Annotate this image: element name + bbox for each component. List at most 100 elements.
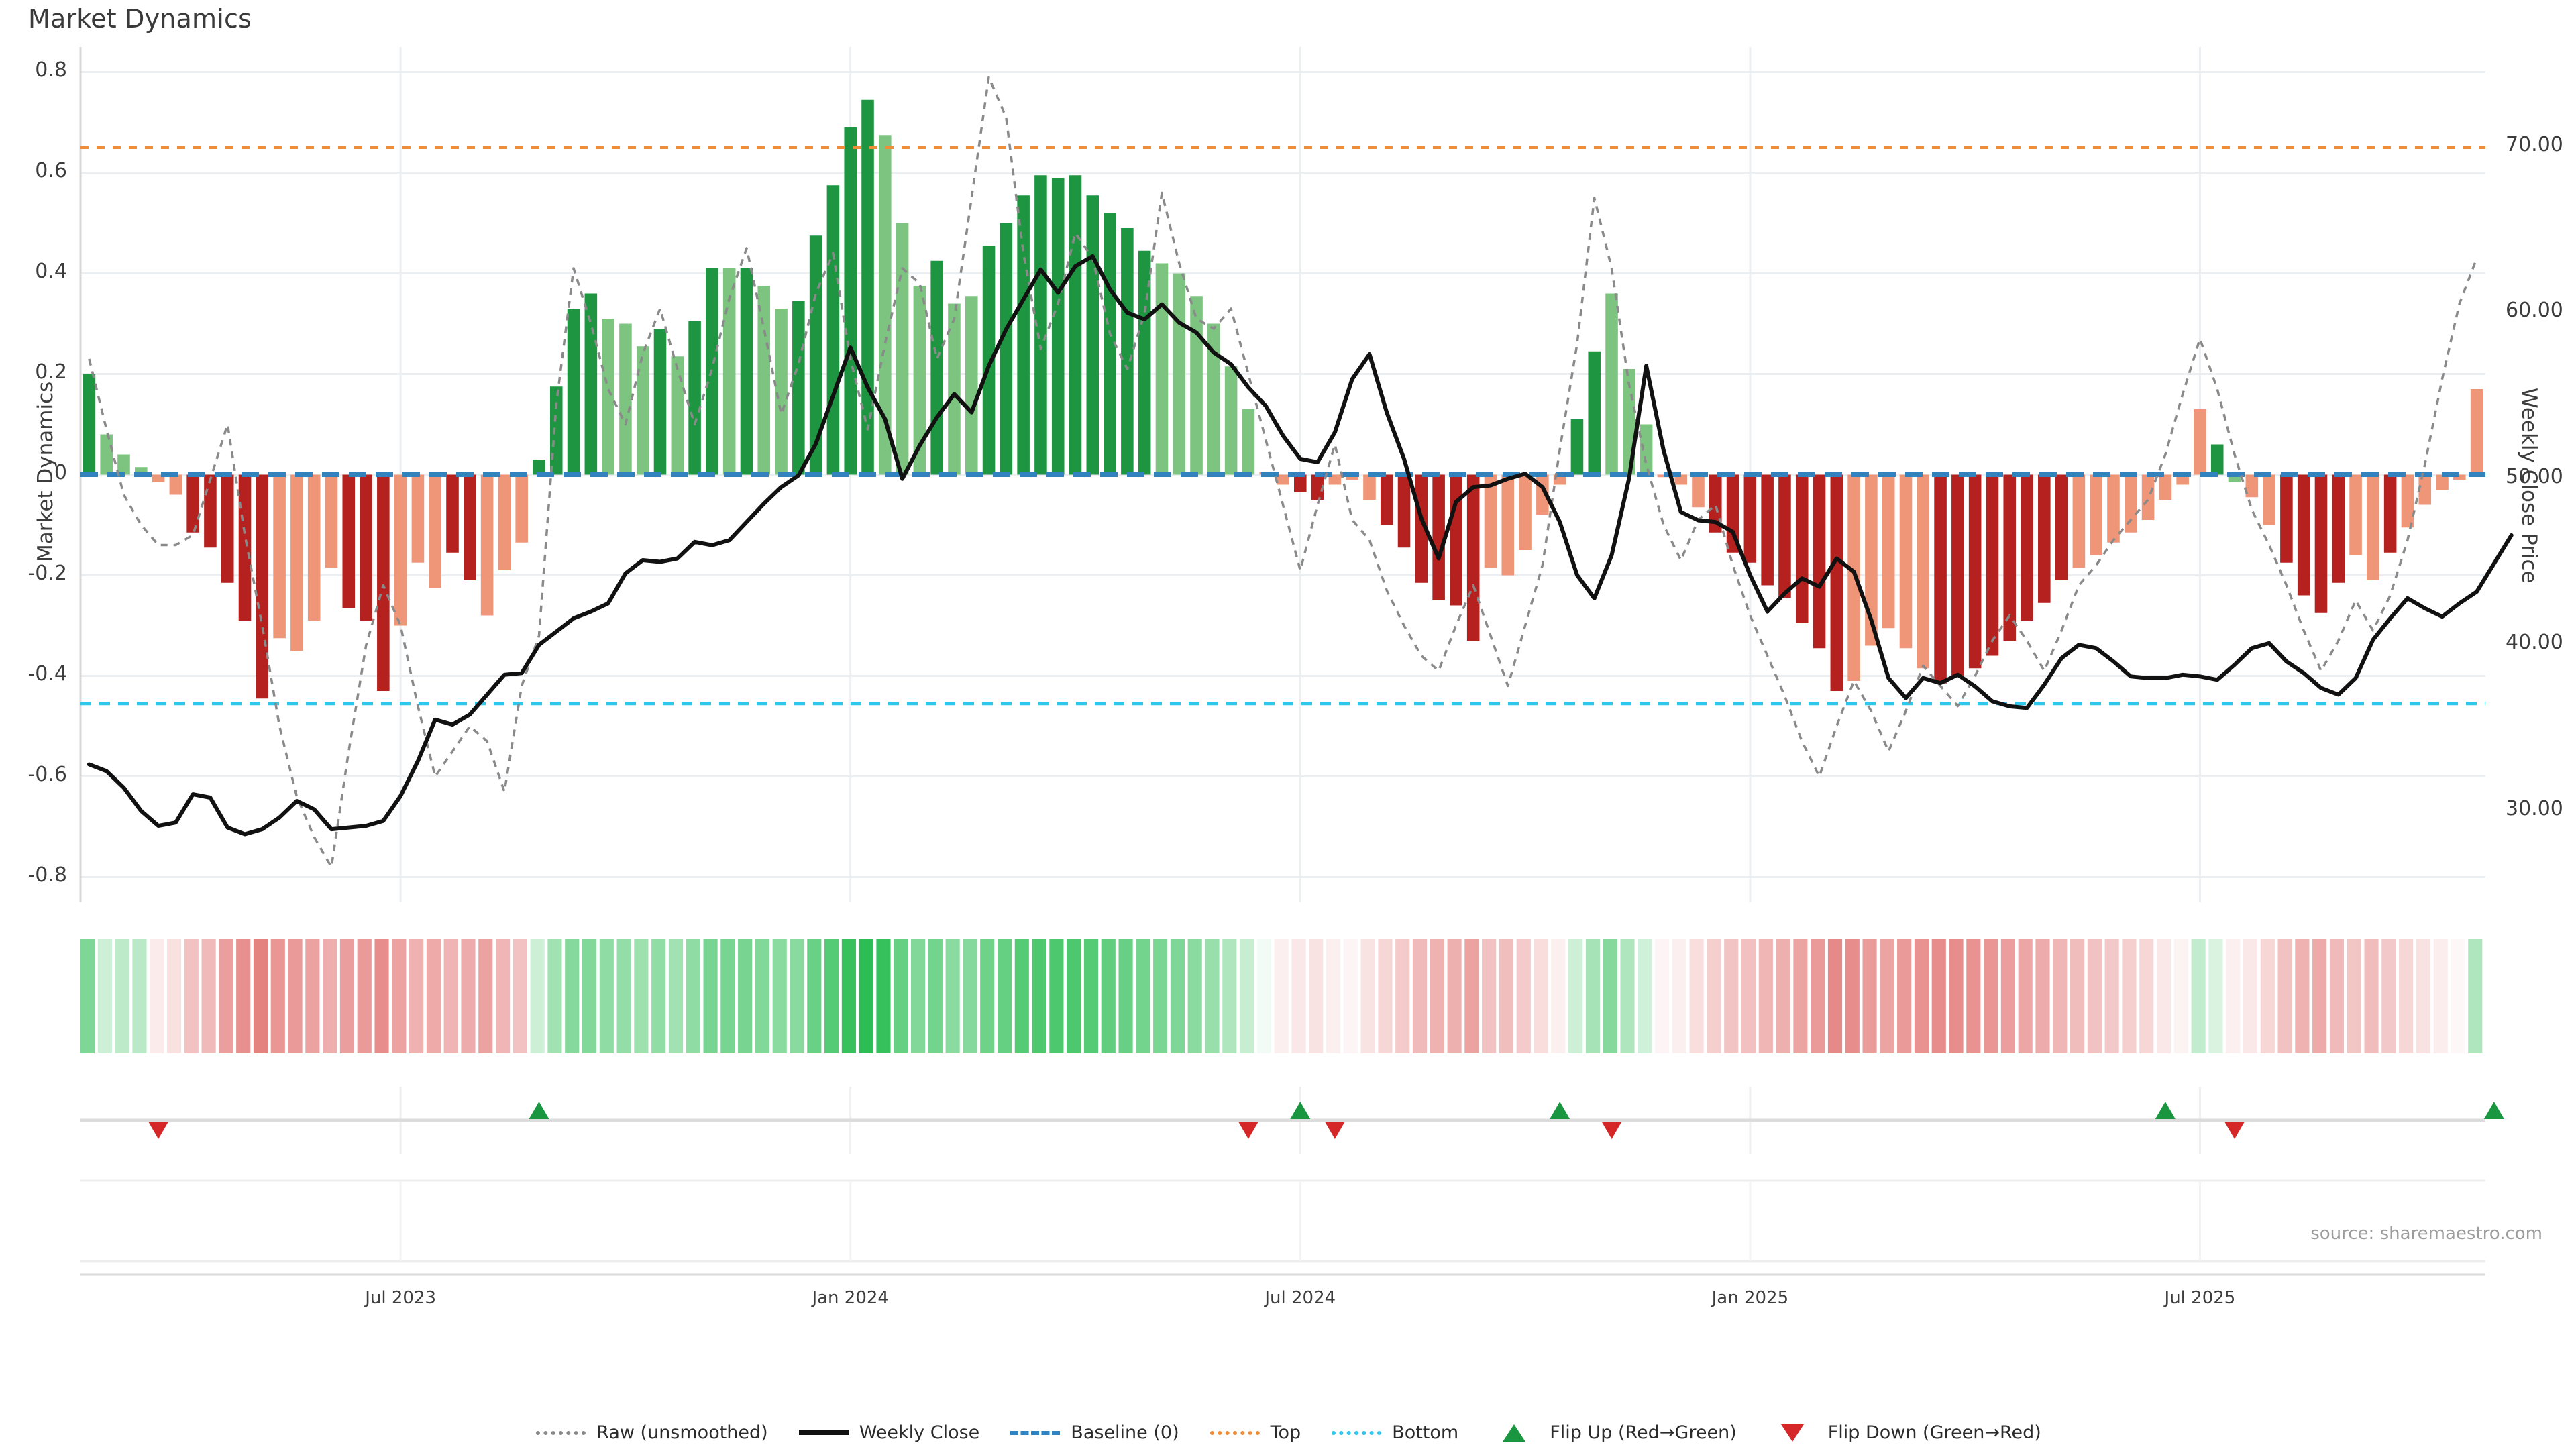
flip-up-markers bbox=[529, 1102, 2504, 1119]
bar bbox=[290, 474, 303, 651]
heatmap-cell bbox=[2399, 939, 2414, 1053]
legend-line-glyph bbox=[1210, 1430, 1260, 1435]
bar bbox=[1813, 474, 1826, 649]
heatmap-cell bbox=[1897, 939, 1912, 1053]
bar bbox=[1104, 213, 1116, 475]
heatmap-cell bbox=[2053, 939, 2068, 1053]
y-axis-left-tick: -0.6 bbox=[28, 762, 67, 786]
heatmap-cell bbox=[1655, 939, 1670, 1053]
heatmap-cell bbox=[2208, 939, 2223, 1053]
heatmap-cell bbox=[1430, 939, 1444, 1053]
heatmap-cell bbox=[1551, 939, 1566, 1053]
heatmap-cell bbox=[495, 939, 511, 1053]
heatmap-cell bbox=[2226, 939, 2241, 1053]
heatmap-cell bbox=[1620, 939, 1635, 1053]
legend-label: Flip Down (Green→Red) bbox=[1827, 1422, 2041, 1443]
heatmap-cell bbox=[2451, 939, 2465, 1053]
y-axis-left-tick: 0.8 bbox=[35, 58, 67, 82]
bar bbox=[2107, 474, 2120, 543]
heatmap-cell bbox=[461, 939, 476, 1053]
bar bbox=[757, 286, 771, 475]
bar bbox=[2367, 474, 2379, 580]
legend-label: Weekly Close bbox=[859, 1422, 980, 1443]
heatmap-cell bbox=[1222, 939, 1237, 1053]
y-axis-right-tick: 70.00 bbox=[2506, 132, 2563, 156]
y-axis-left-tick: 0.2 bbox=[35, 360, 67, 384]
bar bbox=[1605, 293, 1618, 475]
bar bbox=[1051, 178, 1065, 475]
heatmap-cell bbox=[1984, 939, 1998, 1053]
bar bbox=[464, 474, 476, 580]
bar bbox=[1640, 424, 1653, 475]
page-title: Market Dynamics bbox=[28, 4, 252, 34]
heatmap-cell bbox=[1966, 939, 1981, 1053]
bar bbox=[2003, 474, 2017, 641]
heatmap-cell bbox=[80, 939, 95, 1053]
heatmap-cell bbox=[2156, 939, 2171, 1053]
heatmap-cell bbox=[738, 939, 753, 1053]
bar bbox=[498, 474, 511, 570]
heatmap-cell bbox=[2035, 939, 2050, 1053]
heatmap-cell bbox=[1326, 939, 1341, 1053]
heatmap-cell bbox=[1638, 939, 1652, 1053]
heatmap-cell bbox=[1741, 939, 1756, 1053]
heatmap-cell bbox=[184, 939, 199, 1053]
solid-line-icon bbox=[798, 1424, 850, 1442]
triangle-down-icon bbox=[1766, 1424, 1819, 1442]
bar bbox=[2124, 474, 2137, 533]
bar bbox=[83, 374, 96, 475]
bar bbox=[549, 386, 563, 475]
heatmap-cell bbox=[1170, 939, 1185, 1053]
heatmap-cell bbox=[807, 939, 822, 1053]
legend-item[interactable]: Weekly Close bbox=[798, 1422, 980, 1443]
bar bbox=[2297, 474, 2310, 596]
legend-item[interactable]: Flip Down (Green→Red) bbox=[1766, 1422, 2041, 1443]
heatmap-cell bbox=[859, 939, 873, 1053]
heatmap-cell bbox=[201, 939, 216, 1053]
bar bbox=[204, 474, 217, 548]
bar bbox=[809, 235, 822, 475]
bar bbox=[1138, 250, 1151, 475]
legend-item[interactable]: Bottom bbox=[1330, 1422, 1458, 1443]
heatmap-cell bbox=[2070, 939, 2085, 1053]
heatmap-cell bbox=[2364, 939, 2379, 1053]
heatmap-cell bbox=[720, 939, 735, 1053]
dotted-line-icon bbox=[1330, 1424, 1383, 1442]
bar bbox=[1277, 474, 1289, 485]
bar bbox=[1294, 474, 1307, 492]
y-axis-right-tick: 30.00 bbox=[2506, 796, 2563, 820]
heatmap-cell bbox=[2243, 939, 2258, 1053]
bar bbox=[446, 474, 459, 553]
bar bbox=[1795, 474, 1809, 623]
legend-item[interactable]: Baseline (0) bbox=[1009, 1422, 1179, 1443]
bar bbox=[2349, 474, 2362, 555]
heatmap-cell bbox=[305, 939, 320, 1053]
dotted-line-icon bbox=[1209, 1424, 1261, 1442]
bar bbox=[1380, 474, 1393, 525]
flip-down-triangle-icon bbox=[1601, 1122, 1622, 1139]
bar bbox=[2280, 474, 2293, 563]
x-axis-tick: Jul 2025 bbox=[2164, 1288, 2236, 1308]
legend-item[interactable]: Flip Up (Red→Green) bbox=[1488, 1422, 1737, 1443]
bar bbox=[1155, 263, 1169, 475]
heatmap-cell bbox=[772, 939, 787, 1053]
legend-label: Bottom bbox=[1392, 1422, 1459, 1443]
heatmap-cell bbox=[2381, 939, 2396, 1053]
bar bbox=[1743, 474, 1757, 563]
bar bbox=[1208, 323, 1220, 475]
heatmap-cell bbox=[1931, 939, 1946, 1053]
heatmap-cell bbox=[339, 939, 355, 1053]
legend-line-glyph bbox=[536, 1430, 586, 1435]
bar-series bbox=[83, 99, 2483, 699]
heatmap-cell bbox=[876, 939, 891, 1053]
legend-label: Top bbox=[1270, 1422, 1301, 1443]
bar bbox=[602, 319, 614, 475]
bar bbox=[169, 474, 182, 495]
bar bbox=[844, 127, 857, 475]
x-axis-tick: Jul 2023 bbox=[365, 1288, 437, 1308]
legend-item[interactable]: Top bbox=[1209, 1422, 1301, 1443]
heatmap-cell bbox=[2260, 939, 2275, 1053]
legend-item[interactable]: Raw (unsmoothed) bbox=[535, 1422, 768, 1443]
bar bbox=[1363, 474, 1376, 500]
